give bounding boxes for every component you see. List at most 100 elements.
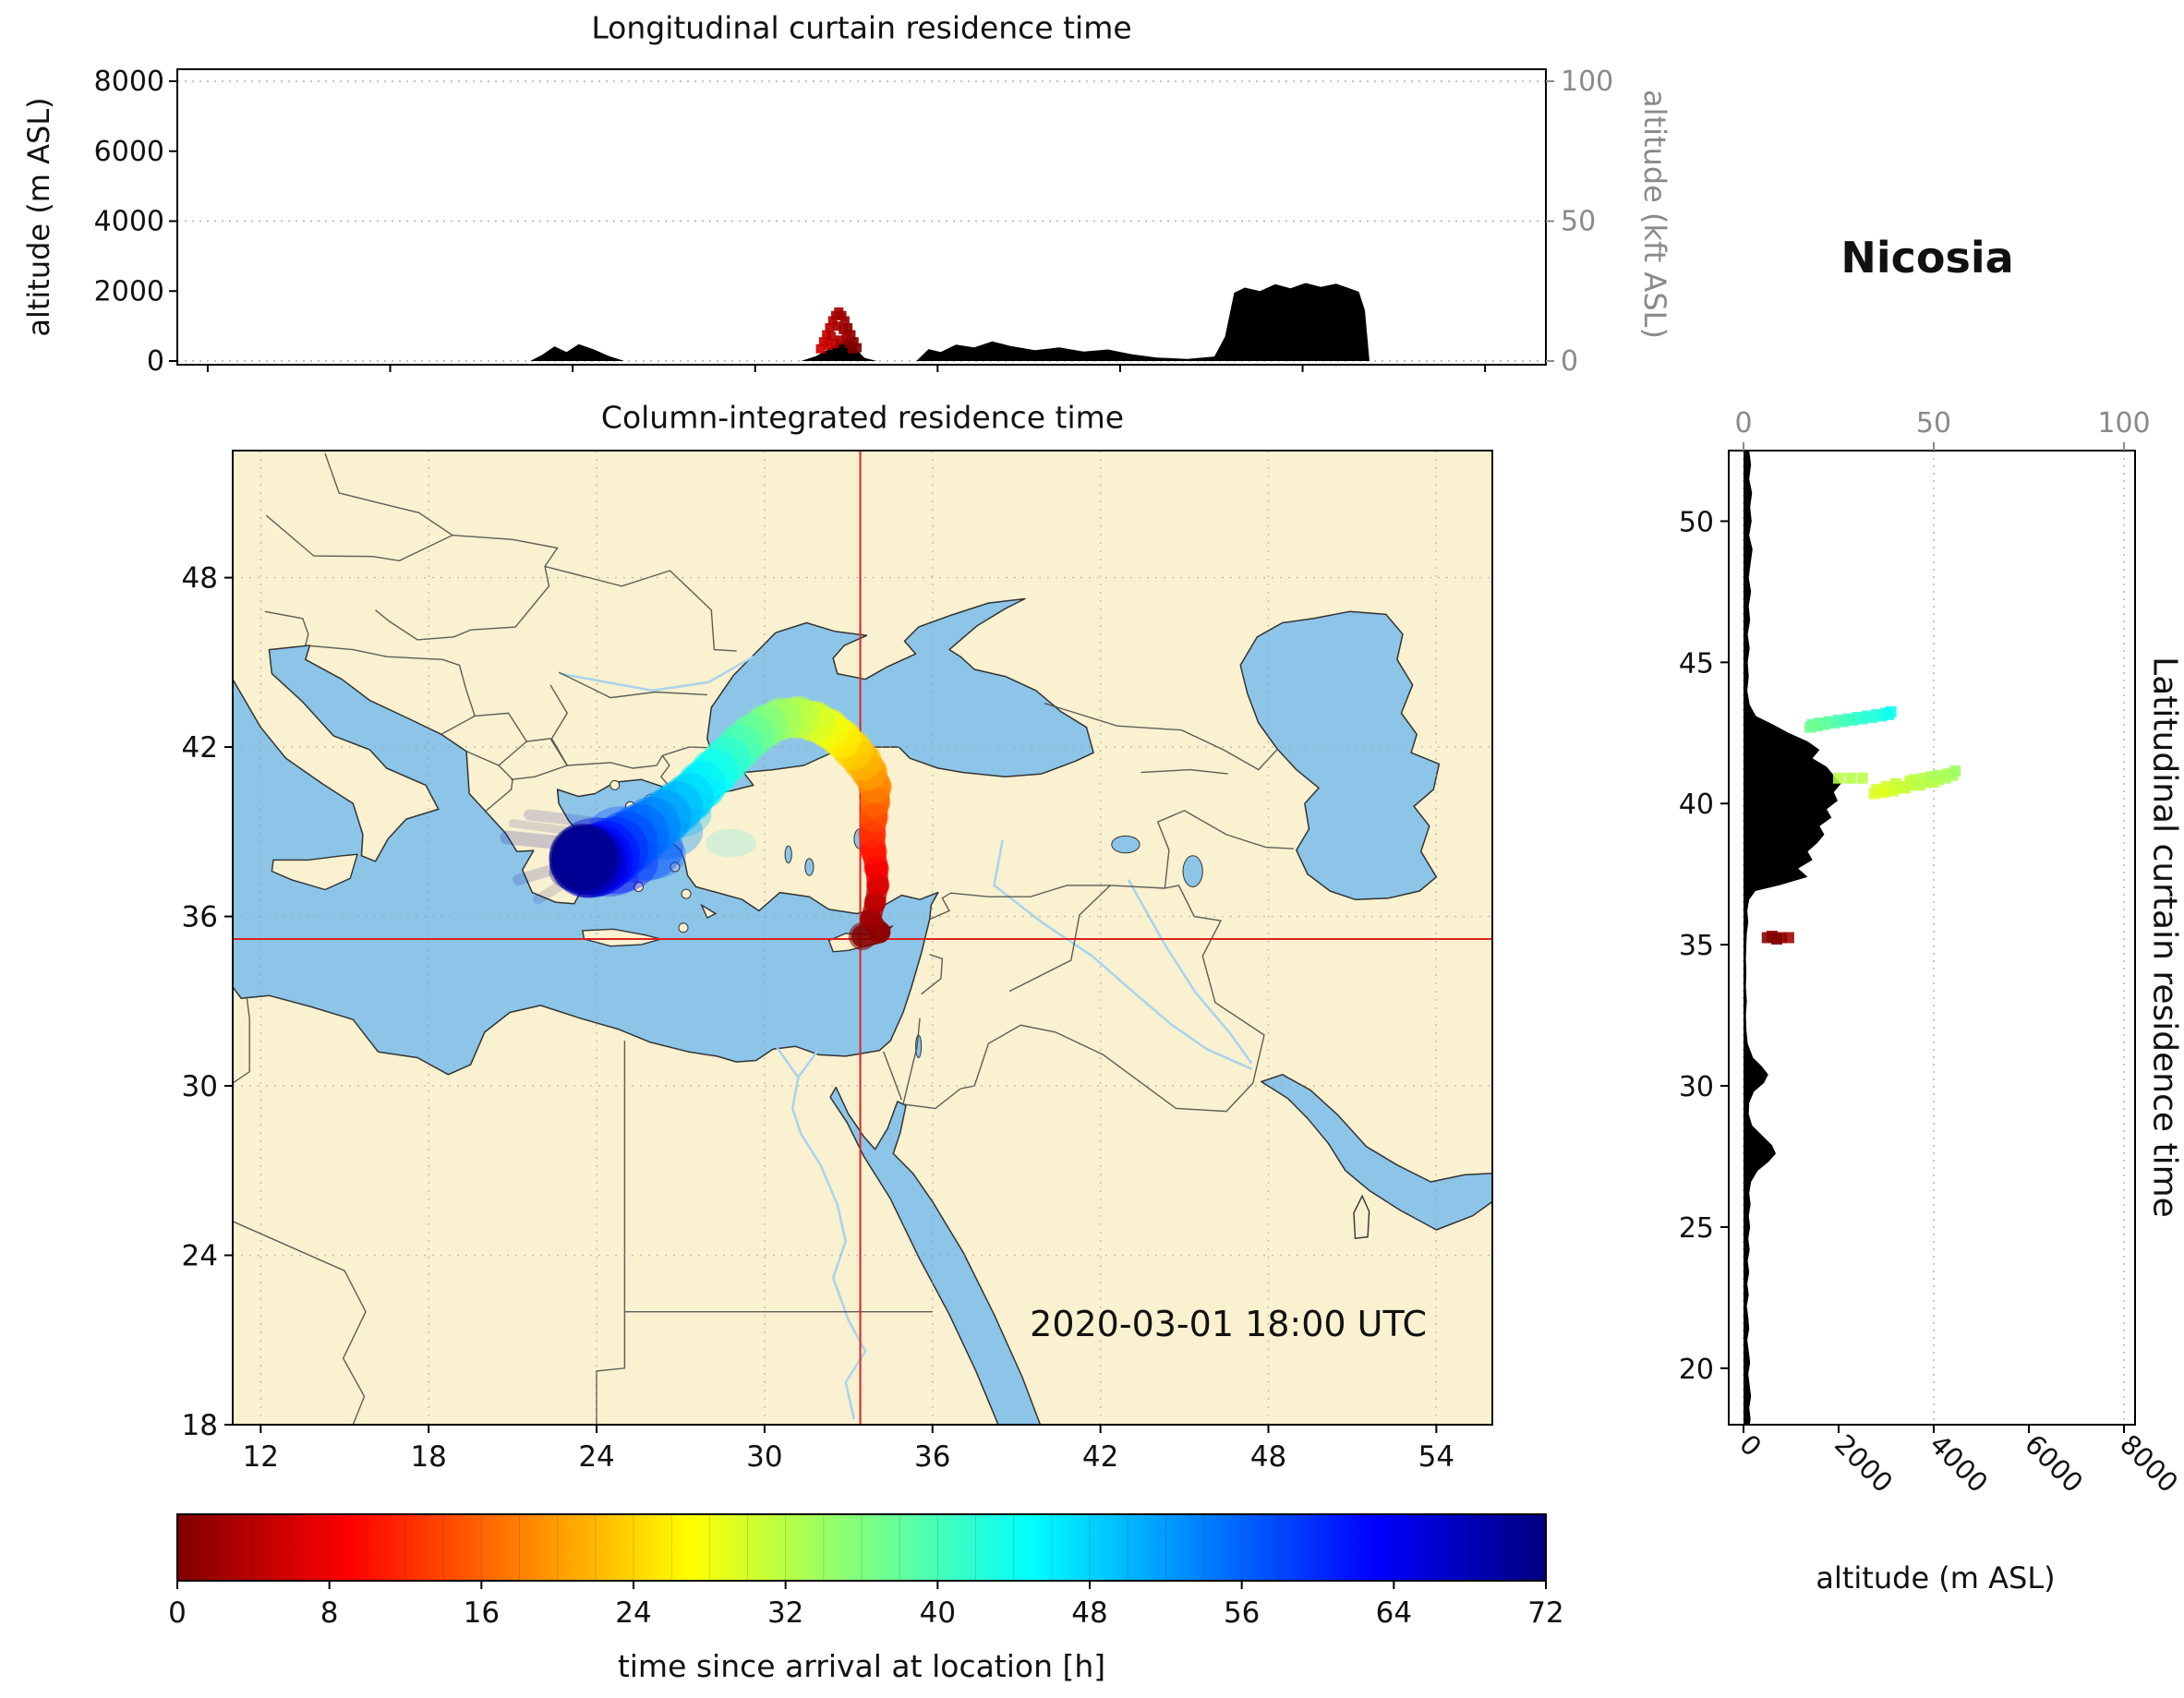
lon-tick-label: 42 bbox=[1082, 1440, 1118, 1474]
country-border bbox=[902, 1018, 921, 1105]
residence-cell bbox=[832, 321, 842, 331]
residence-cell bbox=[1833, 772, 1844, 784]
country-border bbox=[883, 1051, 903, 1101]
residence-cell bbox=[1844, 772, 1856, 784]
country-border bbox=[558, 671, 707, 699]
plume-streak bbox=[524, 809, 609, 829]
residence-cell bbox=[835, 335, 845, 345]
lat-tick-label: 35 bbox=[1679, 930, 1714, 962]
country-border bbox=[1008, 885, 1111, 993]
residence-cell bbox=[1804, 721, 1816, 733]
latitudinal-curtain-panel: 0 50 100 20 25 30 35 40 45 50 0 2000 4000 6000 8000 bbox=[1679, 407, 2184, 1499]
river bbox=[1127, 879, 1253, 1065]
colorbar: 0 8 16 24 32 40 48 56 64 72 bbox=[168, 1513, 1564, 1630]
residence-cell bbox=[841, 331, 851, 342]
lon-tick-label: 36 bbox=[914, 1440, 950, 1474]
lat-tick-label: 50 bbox=[1679, 506, 1714, 538]
lat-tick-label: 48 bbox=[182, 562, 218, 596]
residence-time-plume bbox=[500, 695, 892, 951]
residence-cell bbox=[1949, 765, 1961, 777]
station-name: Nicosia bbox=[1840, 233, 2014, 283]
country-border bbox=[662, 746, 707, 756]
terrain-profile bbox=[177, 283, 1546, 361]
country-border bbox=[1140, 768, 1228, 775]
m-tick-label: 6000 bbox=[94, 136, 164, 168]
kft-tick-label: 100 bbox=[1561, 66, 1613, 98]
country-border bbox=[1044, 703, 1278, 771]
island bbox=[700, 903, 718, 920]
sea-polygon bbox=[829, 1086, 1042, 1425]
colorbar-tick-label: 16 bbox=[464, 1596, 500, 1630]
lat-tick-label: 20 bbox=[1679, 1354, 1714, 1386]
m-tick-label: 8000 bbox=[94, 66, 164, 98]
lake bbox=[784, 845, 792, 863]
residence-cell bbox=[1856, 713, 1868, 725]
residence-cell bbox=[839, 316, 850, 326]
residence-cell bbox=[825, 323, 835, 333]
lat-tick-label: 24 bbox=[182, 1240, 218, 1273]
lake bbox=[804, 858, 814, 876]
residence-cell bbox=[1818, 718, 1830, 730]
datetime-label: 2020-03-01 18:00 UTC bbox=[1030, 1304, 1427, 1344]
colorbar-tick-label: 24 bbox=[615, 1596, 651, 1630]
river bbox=[797, 1050, 819, 1078]
colorbar-tick-label: 40 bbox=[920, 1596, 956, 1630]
colorbar-tick-label: 64 bbox=[1376, 1596, 1412, 1630]
right-panel-axis-label: Latitudinal curtain residence time bbox=[2145, 656, 2184, 1218]
residence-cell bbox=[1909, 774, 1921, 786]
alt-tick-label: 0 bbox=[1733, 1428, 1768, 1463]
residence-cell bbox=[848, 343, 858, 354]
residence-cell bbox=[1771, 933, 1783, 945]
residence-cell bbox=[815, 343, 826, 354]
lat-tick-label: 25 bbox=[1679, 1212, 1714, 1245]
country-border bbox=[375, 566, 550, 641]
colorbar-tick-label: 56 bbox=[1224, 1596, 1260, 1630]
country-border bbox=[1156, 810, 1294, 889]
sea-polygon bbox=[1239, 610, 1441, 900]
colorbar-label: time since arrival at location [h] bbox=[617, 1648, 1106, 1684]
small-island bbox=[670, 861, 681, 873]
axes-frame bbox=[176, 68, 1547, 366]
lon-tick-label: 48 bbox=[1250, 1440, 1286, 1474]
residence-cell bbox=[1866, 711, 1878, 723]
colorbar-tick-label: 48 bbox=[1071, 1596, 1107, 1630]
m-tick-label: 0 bbox=[147, 345, 164, 378]
residence-cell bbox=[1838, 716, 1850, 728]
colorbar-tick-label: 32 bbox=[767, 1596, 803, 1630]
m-tick-label: 4000 bbox=[94, 206, 164, 238]
country-border bbox=[921, 954, 944, 995]
country-border bbox=[233, 996, 250, 1084]
residence-cell bbox=[827, 316, 838, 326]
plume-point bbox=[859, 908, 883, 931]
alt-tick-label: 8000 bbox=[2114, 1428, 2184, 1499]
longitudinal-curtain-panel: 0 2000 4000 6000 8000 0 50 100 bbox=[94, 66, 1614, 378]
m-tick-label: 2000 bbox=[94, 275, 164, 307]
lon-tick-label: 18 bbox=[410, 1440, 446, 1474]
country-border bbox=[544, 565, 737, 652]
residence-cell bbox=[1856, 772, 1868, 784]
plume-point bbox=[549, 823, 617, 891]
lon-tick-label: 12 bbox=[243, 1440, 279, 1474]
lat-tick-label: 42 bbox=[182, 731, 218, 765]
country-border bbox=[596, 1311, 626, 1425]
residence-cell bbox=[1925, 771, 1937, 783]
residence-cell bbox=[1888, 785, 1900, 797]
lat-tick-label: 36 bbox=[182, 901, 218, 934]
colorbar-tick-label: 8 bbox=[320, 1596, 339, 1630]
colorbar-gradient bbox=[177, 1514, 1546, 1581]
river bbox=[776, 1047, 800, 1078]
country-border bbox=[498, 738, 569, 780]
residence-cell bbox=[837, 310, 847, 320]
map-panel bbox=[233, 451, 1492, 1425]
residence-cell bbox=[1847, 715, 1859, 727]
country-border bbox=[233, 1221, 367, 1425]
kft-tick-label: 100 bbox=[2097, 407, 2150, 440]
kft-tick-label: 0 bbox=[1561, 345, 1578, 378]
country-border bbox=[567, 754, 663, 769]
lat-tick-label: 30 bbox=[1679, 1071, 1714, 1103]
colorbar-frame bbox=[176, 1513, 1547, 1582]
country-border bbox=[475, 712, 527, 742]
sea-polygon bbox=[1261, 1074, 1492, 1231]
residence-cell bbox=[1883, 708, 1895, 720]
residence-cell bbox=[1828, 717, 1840, 729]
